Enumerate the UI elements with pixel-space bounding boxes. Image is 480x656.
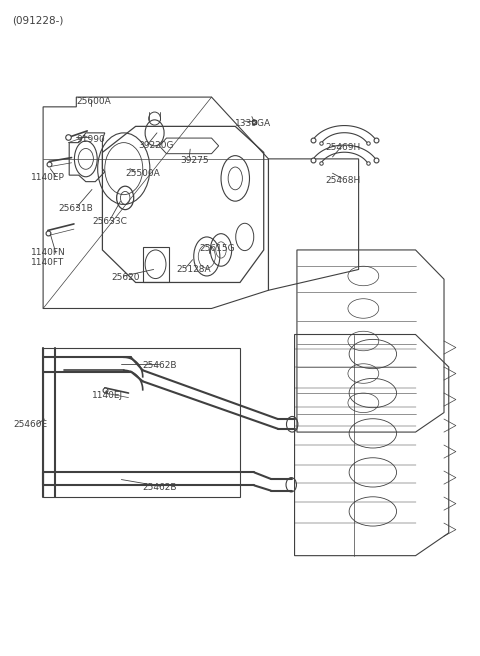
Text: 1140EJ: 1140EJ [92,391,123,400]
Text: 25468H: 25468H [325,176,360,185]
Text: 25631B: 25631B [59,205,94,213]
Text: 25128A: 25128A [176,265,211,274]
Text: 1140FN: 1140FN [31,248,66,257]
Text: 39275: 39275 [180,155,209,165]
Text: 1140EP: 1140EP [31,173,65,182]
Text: 39220G: 39220G [138,142,173,150]
Text: 25462B: 25462B [143,483,177,492]
Text: 1140FT: 1140FT [31,258,64,268]
Text: 25620: 25620 [111,273,140,282]
Text: (091228-): (091228-) [12,16,64,26]
Text: 25633C: 25633C [92,218,127,226]
Text: 25462B: 25462B [143,361,177,369]
Text: 25600A: 25600A [76,97,111,106]
Text: 25500A: 25500A [125,169,160,178]
Text: 25460E: 25460E [13,420,48,429]
Text: 91990: 91990 [76,135,105,144]
Text: 1339GA: 1339GA [235,119,271,128]
Text: 25469H: 25469H [325,142,360,152]
Text: 25615G: 25615G [200,244,235,253]
